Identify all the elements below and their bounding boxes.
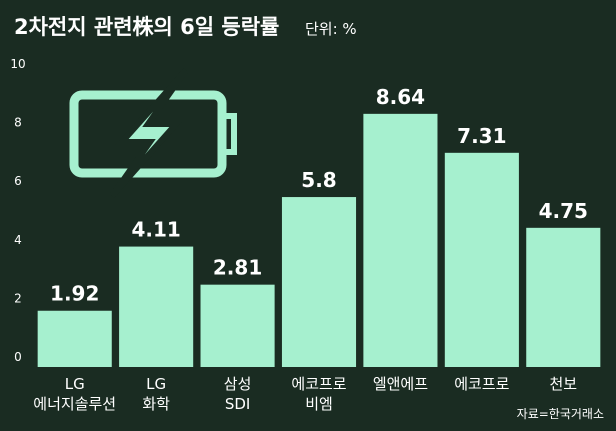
x-tick-label: 에코프로 (454, 375, 509, 393)
bar (37, 310, 112, 367)
value-label: 4.11 (131, 218, 180, 242)
bar (444, 152, 519, 367)
value-label: 4.75 (539, 199, 588, 223)
value-label: 8.64 (376, 85, 425, 109)
bar (281, 197, 357, 367)
y-tick-label: 0 (14, 350, 22, 364)
y-tick-label: 10 (10, 57, 25, 71)
x-tick-label: LG 에너지솔루션 (33, 375, 116, 413)
source: 자료=한국거래소 (517, 407, 604, 421)
y-tick-label: 8 (14, 116, 22, 130)
bar (363, 113, 438, 368)
chart-subtitle: 단위: % (305, 20, 357, 38)
bar (526, 227, 601, 367)
value-label: 1.92 (50, 282, 99, 306)
bar (200, 284, 275, 367)
y-tick-label: 2 (14, 291, 22, 305)
x-tick-label: 삼성 SDI (224, 375, 252, 413)
chart-title: 2차전지 관련株의 6일 등락률 (14, 15, 279, 39)
y-tick-label: 4 (14, 233, 22, 247)
x-tick-label: 에코프로 비엠 (291, 375, 346, 413)
battery-icon (69, 68, 237, 198)
y-tick-label: 6 (14, 174, 22, 188)
x-tick-label: 엘앤에프 (373, 375, 428, 393)
x-tick-label: LG 화학 (142, 375, 170, 413)
value-label: 2.81 (213, 256, 262, 280)
x-tick-label: 천보 (549, 375, 577, 393)
value-label: 7.31 (457, 124, 506, 148)
bar (119, 246, 194, 367)
value-label: 5.8 (301, 168, 336, 192)
